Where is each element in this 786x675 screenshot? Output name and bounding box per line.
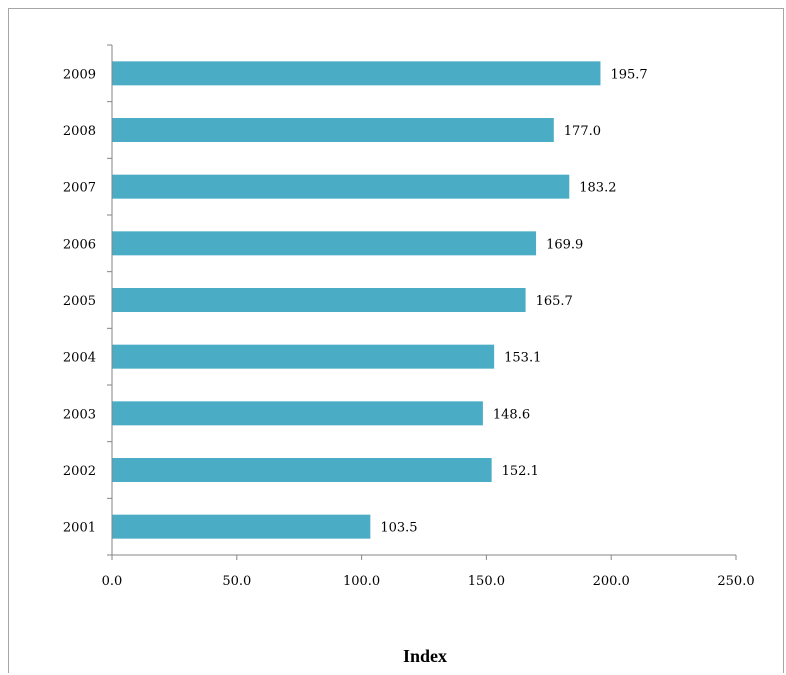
bars-group: 103.5 152.1 148.6 153.1 165.7 169.9 183.2 177.0…: [112, 61, 648, 539]
bar-2003: [112, 401, 483, 426]
y-tick-label-2004: 2004: [63, 351, 96, 366]
y-tick-label-2005: 2005: [63, 294, 96, 309]
x-tick-label: 250.0: [717, 574, 754, 589]
data-label-2009: 195.7: [610, 67, 647, 82]
axes-group: 0.0 50.0 100.0 150.0 200.0 250.0 2001 2002 2003 2…: [63, 44, 755, 589]
bar-2008: [112, 118, 554, 142]
data-label-2001: 103.5: [380, 521, 417, 536]
data-label-2008: 177.0: [564, 124, 601, 139]
bar-2004: [112, 344, 495, 369]
bar-2002: [112, 458, 492, 482]
y-tick-label-2002: 2002: [63, 464, 96, 479]
y-tick-label-2003: 2003: [63, 407, 96, 422]
data-label-2006: 169.9: [546, 237, 583, 252]
x-tick-label: 50.0: [222, 574, 251, 589]
y-tick-label-2009: 2009: [63, 67, 96, 82]
data-label-2003: 148.6: [493, 407, 530, 422]
y-tick-label-2007: 2007: [63, 181, 96, 196]
x-tick-label: 0.0: [102, 574, 123, 589]
bar-2001: [112, 514, 371, 539]
data-label-2004: 153.1: [504, 351, 541, 366]
bar-2007: [112, 174, 570, 199]
y-tick-label-2006: 2006: [63, 237, 96, 252]
data-label-2002: 152.1: [502, 464, 539, 479]
x-tick-label: 150.0: [468, 574, 505, 589]
y-tick-label-2008: 2008: [63, 124, 96, 139]
data-label-2005: 165.7: [536, 294, 573, 309]
y-tick-label-2001: 2001: [63, 521, 96, 536]
x-tick-label: 100.0: [343, 574, 380, 589]
bar-2009: [112, 61, 601, 86]
data-label-2007: 183.2: [579, 181, 616, 196]
bar-2006: [112, 231, 537, 256]
bar-2005: [112, 288, 526, 312]
x-axis-title: Index: [403, 646, 447, 666]
x-tick-label: 200.0: [593, 574, 630, 589]
